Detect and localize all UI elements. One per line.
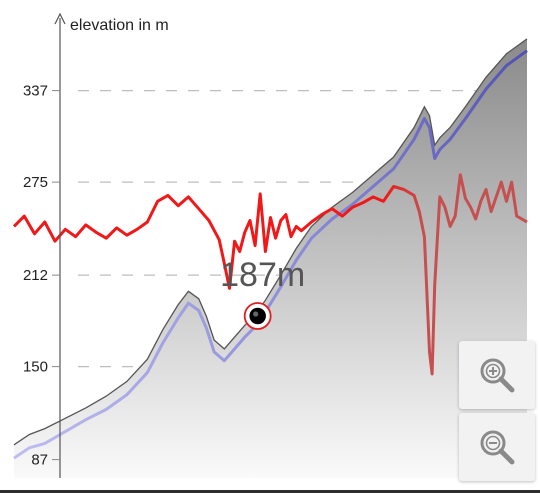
cursor-elevation-label: 187m xyxy=(220,256,305,294)
slope-line xyxy=(12,173,528,376)
y-tick-label: 275 xyxy=(23,174,48,191)
zoom-in-button[interactable] xyxy=(459,341,535,409)
y-axis-title: elevation in m xyxy=(70,17,169,34)
position-marker[interactable] xyxy=(243,302,272,330)
y-tick-label: 212 xyxy=(23,267,48,284)
zoom-out-icon xyxy=(480,430,515,465)
marker-dot xyxy=(247,306,268,326)
elevation-area-fill xyxy=(14,38,527,479)
zoom-out-button[interactable] xyxy=(459,413,535,481)
y-axis xyxy=(54,12,66,478)
zoom-in-icon xyxy=(480,358,515,393)
y-axis-arrow xyxy=(54,12,66,25)
y-tick-label: 337 xyxy=(23,83,48,100)
y-tick-labels: 87 150 212 275 337 xyxy=(23,83,60,469)
elevation-area xyxy=(14,38,527,479)
bottom-edge xyxy=(0,490,540,493)
marker-highlight xyxy=(253,311,259,317)
y-tick-label: 87 xyxy=(31,452,48,469)
y-tick-label: 150 xyxy=(23,359,48,376)
